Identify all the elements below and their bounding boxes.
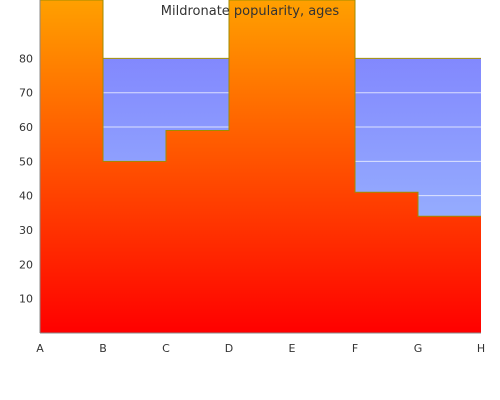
x-tick-label-F: F xyxy=(352,342,358,355)
y-tick-label-50: 50 xyxy=(19,155,33,168)
y-tick-label-80: 80 xyxy=(19,52,33,65)
x-tick-label-G: G xyxy=(414,342,423,355)
y-tick-label-20: 20 xyxy=(19,258,33,271)
x-tick-label-D: D xyxy=(225,342,233,355)
y-tick-label-30: 30 xyxy=(19,224,33,237)
x-tick-label-E: E xyxy=(289,342,296,355)
x-tick-label-A: A xyxy=(36,342,44,355)
y-tick-label-10: 10 xyxy=(19,293,33,306)
x-tick-label-B: B xyxy=(99,342,107,355)
y-tick-label-60: 60 xyxy=(19,121,33,134)
chart-title: Mildronate popularity, ages xyxy=(160,4,340,19)
series-area-lower xyxy=(40,0,481,333)
x-tick-label-C: C xyxy=(162,342,170,355)
y-tick-label-40: 40 xyxy=(19,190,33,203)
y-tick-label-70: 70 xyxy=(19,87,33,100)
x-tick-label-H: H xyxy=(477,342,485,355)
series-line-lower xyxy=(40,0,481,217)
